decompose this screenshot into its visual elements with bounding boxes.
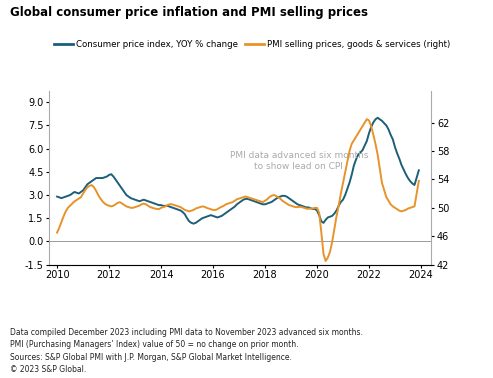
Text: Global consumer price inflation and PMI selling prices: Global consumer price inflation and PMI … [10,6,368,19]
Text: PMI data advanced six months
to show lead on CPI: PMI data advanced six months to show lea… [230,151,368,172]
Text: Data compiled December 2023 including PMI data to November 2023 advanced six mon: Data compiled December 2023 including PM… [10,328,363,374]
Legend: Consumer price index, YOY % change, PMI selling prices, goods & services (right): Consumer price index, YOY % change, PMI … [54,40,451,49]
